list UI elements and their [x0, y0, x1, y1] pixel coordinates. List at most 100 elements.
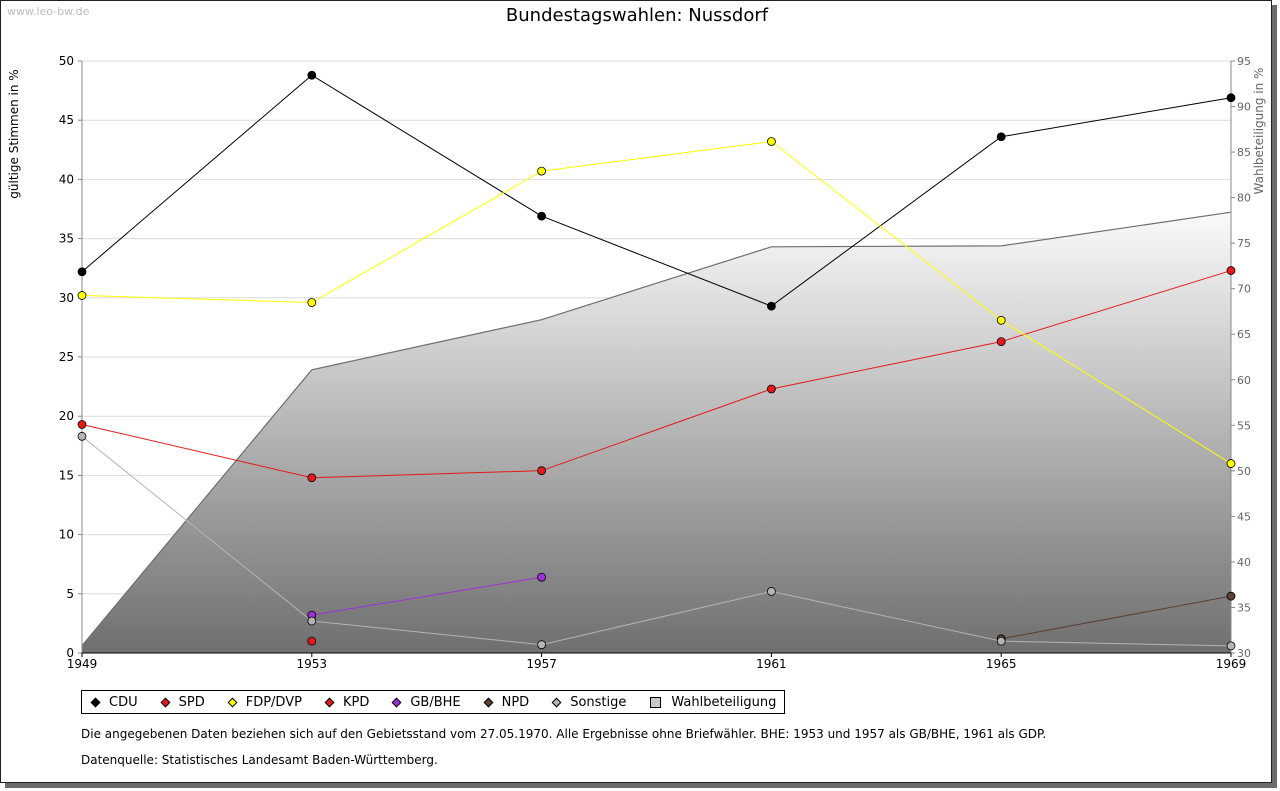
- point-kpd-1953: [307, 636, 317, 646]
- y-tick-left-30: 30: [59, 291, 74, 305]
- note-gebietsstand: Die angegebenen Daten beziehen sich auf …: [81, 727, 1047, 741]
- point-spd-1969: [1226, 266, 1236, 275]
- line-spd: [81, 270, 1232, 479]
- line-gb-bhe: [311, 576, 542, 616]
- legend-label-fdp: FDP/DVP: [245, 694, 302, 710]
- legend: CDU SPD FDP/DVP KPD GB/BHE NPD Sonstige …: [81, 690, 786, 714]
- legend-item-gbbhe: GB/BHE: [387, 694, 461, 710]
- axes: gültige Stimmen in % Wahlbeteiligung in …: [7, 61, 1266, 654]
- point-npd-1969: [1226, 591, 1236, 601]
- y-tick-left-10: 10: [59, 528, 74, 542]
- y-tick-left-45: 45: [59, 113, 74, 127]
- point-sonstige-1953: [307, 616, 317, 626]
- x-tick-1949: 1949: [67, 657, 98, 671]
- point-sonstige-1957: [537, 640, 546, 650]
- legend-item-cdu: CDU: [86, 695, 138, 710]
- legend-label-wahlbeteiligung: Wahlbeteiligung: [671, 694, 777, 710]
- y-tick-left-40: 40: [59, 172, 74, 186]
- legend-marker-sonstige: [551, 697, 562, 707]
- y-tick-left-5: 5: [66, 587, 74, 601]
- point-spd-1957: [537, 466, 546, 476]
- legend-label-spd: SPD: [178, 694, 205, 710]
- point-spd-1961: [767, 384, 776, 394]
- watermark: www.leo-bw.de: [7, 5, 90, 18]
- tick-labels: 0 5 10 15 20 25 30 35 40 45 50 30 35 40 45 50 55 60 65 70 75…: [59, 54, 1251, 671]
- legend-marker-fdp: [227, 697, 238, 707]
- point-fdp-dvp-1957: [537, 166, 546, 176]
- y-tick-right-45: 45: [1237, 510, 1251, 523]
- x-tick-1961: 1961: [756, 657, 787, 671]
- point-cdu-1953: [307, 70, 317, 80]
- point-fdp-dvp-1969: [1226, 459, 1236, 468]
- point-fdp-dvp-1953: [307, 298, 317, 307]
- point-fdp-dvp-1961: [767, 137, 776, 146]
- x-tick-1957: 1957: [526, 657, 557, 671]
- legend-label-cdu: CDU: [109, 694, 138, 710]
- y-tick-right-85: 85: [1237, 146, 1251, 159]
- line-sonstige: [81, 435, 1232, 647]
- legend-marker-cdu: [90, 697, 101, 707]
- y-axis-label-left: gültige Stimmen in %: [7, 69, 21, 198]
- point-cdu-1957: [537, 211, 546, 221]
- y-tick-right-50: 50: [1237, 465, 1251, 478]
- y-tick-right-40: 40: [1237, 556, 1251, 569]
- y-tick-left-0: 0: [66, 646, 74, 660]
- y-axis-label-right: Wahlbeteiligung in %: [1252, 68, 1266, 195]
- legend-label-kpd: KPD: [342, 694, 370, 710]
- y-tick-right-95: 95: [1237, 55, 1251, 68]
- point-gb-bhe-1957: [537, 572, 546, 582]
- legend-item-fdp: FDP/DVP: [223, 695, 302, 710]
- point-sonstige-1949: [77, 431, 87, 441]
- legend-marker-npd: [483, 697, 494, 707]
- point-sonstige-1969: [1226, 641, 1236, 651]
- chart-plot: gültige Stimmen in % Wahlbeteiligung in …: [7, 54, 1266, 671]
- legend-item-spd: SPD: [156, 695, 205, 710]
- y-tick-right-55: 55: [1237, 419, 1251, 432]
- y-tick-right-30: 30: [1237, 647, 1251, 660]
- legend-label-sonstige: Sonstige: [570, 694, 627, 710]
- y-tick-left-15: 15: [59, 468, 74, 482]
- legend-item-sonstige: Sonstige: [547, 695, 626, 710]
- point-sonstige-1965: [996, 636, 1006, 646]
- point-cdu-1965: [996, 132, 1006, 142]
- chart-title: Bundestagswahlen: Nussdorf: [505, 5, 769, 26]
- y-tick-right-75: 75: [1237, 237, 1251, 250]
- legend-label-npd: NPD: [501, 694, 530, 710]
- legend-label-gbbhe: GB/BHE: [410, 694, 461, 710]
- x-tick-1965: 1965: [986, 657, 1017, 671]
- x-tick-1953: 1953: [297, 657, 328, 671]
- point-fdp-dvp-1949: [77, 291, 87, 300]
- y-tick-right-35: 35: [1237, 601, 1251, 614]
- point-cdu-1949: [77, 267, 87, 277]
- area-wahlbeteiligung: [82, 212, 1231, 654]
- y-tick-right-90: 90: [1237, 101, 1251, 114]
- y-tick-right-80: 80: [1237, 192, 1251, 205]
- point-spd-1953: [307, 473, 317, 483]
- point-sonstige-1961: [767, 587, 776, 596]
- series-markers: [77, 70, 1236, 651]
- point-cdu-1961: [767, 301, 776, 311]
- y-tick-left-50: 50: [59, 54, 74, 68]
- legend-marker-spd: [160, 697, 171, 707]
- line-fdp-dvp: [81, 140, 1232, 464]
- point-fdp-dvp-1965: [996, 315, 1006, 325]
- area-edge-wahlbeteiligung: [81, 211, 1232, 647]
- legend-item-npd: NPD: [479, 694, 530, 710]
- series-lines: [81, 74, 1232, 647]
- x-tick-1969: 1969: [1216, 657, 1247, 671]
- point-cdu-1969: [1226, 93, 1236, 103]
- line-npd: [1001, 595, 1232, 640]
- y-tick-right-60: 60: [1237, 374, 1251, 387]
- note-datenquelle: Datenquelle: Statistisches Landesamt Bad…: [81, 753, 438, 767]
- legend-marker-gbbhe: [391, 697, 402, 707]
- y-tick-left-35: 35: [59, 232, 74, 246]
- y-tick-right-70: 70: [1237, 283, 1251, 296]
- legend-marker-kpd: [324, 697, 335, 707]
- y-tick-right-65: 65: [1237, 328, 1251, 341]
- y-tick-left-20: 20: [59, 409, 74, 423]
- y-tick-left-25: 25: [59, 350, 74, 364]
- point-spd-1965: [996, 337, 1006, 347]
- point-spd-1949: [77, 420, 87, 429]
- line-cdu: [81, 74, 1232, 307]
